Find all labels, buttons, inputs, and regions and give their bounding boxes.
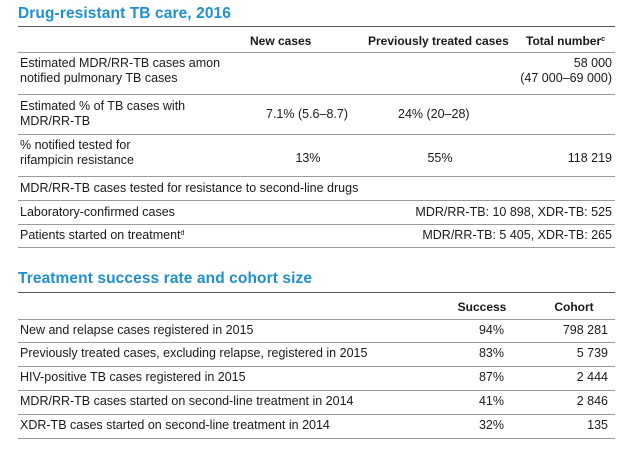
success-value: 32% bbox=[478, 418, 504, 432]
cohort-value: 2 846 bbox=[576, 394, 608, 408]
column-header-new-cases: New cases bbox=[250, 34, 312, 48]
row-label: Previously treated cases, excluding rela… bbox=[20, 346, 368, 360]
section-title-drug-resistant: Drug-resistant TB care, 2016 bbox=[18, 5, 231, 22]
section-title-treatment-success: Treatment success rate and cohort size bbox=[18, 270, 313, 287]
column-header-cohort: Cohort bbox=[554, 300, 594, 314]
row-divider bbox=[18, 342, 615, 343]
row-divider bbox=[18, 438, 615, 439]
row-divider bbox=[18, 414, 615, 415]
row-divider bbox=[18, 319, 615, 320]
started-treatment-value: MDR/RR-TB: 5 405, XDR-TB: 265 bbox=[422, 228, 612, 242]
new-cases-value: 7.1% (5.6–8.7) bbox=[266, 107, 348, 121]
total-value: 118 219 bbox=[567, 151, 612, 165]
previously-treated-value: 24% (20–28) bbox=[398, 107, 470, 121]
row-divider bbox=[18, 94, 615, 95]
row-label: MDR/RR-TB cases tested for resistance to… bbox=[20, 181, 359, 195]
success-value: 41% bbox=[478, 394, 504, 408]
row-divider bbox=[18, 200, 615, 201]
row-divider bbox=[18, 247, 615, 248]
row-label: XDR-TB cases started on second-line trea… bbox=[20, 418, 330, 432]
success-value: 83% bbox=[478, 346, 504, 360]
row-label: Estimated MDR/RR-TB cases amon notified p… bbox=[20, 56, 221, 85]
row-divider bbox=[18, 176, 615, 177]
column-header-success: Success bbox=[457, 300, 507, 314]
row-label: New and relapse cases registered in 2015 bbox=[20, 323, 254, 337]
row-label: Laboratory-confirmed cases bbox=[20, 205, 175, 219]
section-rule bbox=[18, 292, 615, 293]
cohort-value: 798 281 bbox=[562, 323, 608, 337]
previously-treated-value: 55% bbox=[427, 151, 453, 165]
row-divider bbox=[18, 52, 615, 53]
cohort-value: 2 444 bbox=[576, 370, 608, 384]
footnote-mark: d bbox=[180, 230, 185, 237]
row-divider bbox=[18, 390, 615, 391]
success-value: 94% bbox=[478, 323, 504, 337]
new-cases-value: 13% bbox=[295, 151, 321, 165]
row-label: HIV-positive TB cases registered in 2015 bbox=[20, 370, 246, 384]
cohort-value: 5 739 bbox=[576, 346, 608, 360]
row-divider bbox=[18, 224, 615, 225]
row-label: Patients started on treatmentd bbox=[20, 228, 185, 242]
section-rule bbox=[18, 26, 615, 27]
success-value: 87% bbox=[478, 370, 504, 384]
row-label: MDR/RR-TB cases started on second-line t… bbox=[20, 394, 354, 408]
lab-confirmed-value: MDR/RR-TB: 10 898, XDR-TB: 525 bbox=[415, 205, 612, 219]
row-label: Estimated % of TB cases with MDR/RR-TB bbox=[20, 99, 186, 128]
column-header-total-number: Total numberc bbox=[526, 34, 606, 48]
footnote-mark: c bbox=[601, 36, 606, 43]
row-label: % notified tested for rifampicin resistan… bbox=[20, 138, 134, 167]
total-value: 58 000 (47 000–69 000) bbox=[520, 56, 612, 85]
row-divider bbox=[18, 134, 615, 135]
column-header-previously-treated: Previously treated cases bbox=[368, 34, 509, 48]
cohort-value: 135 bbox=[587, 418, 608, 432]
row-divider bbox=[18, 366, 615, 367]
